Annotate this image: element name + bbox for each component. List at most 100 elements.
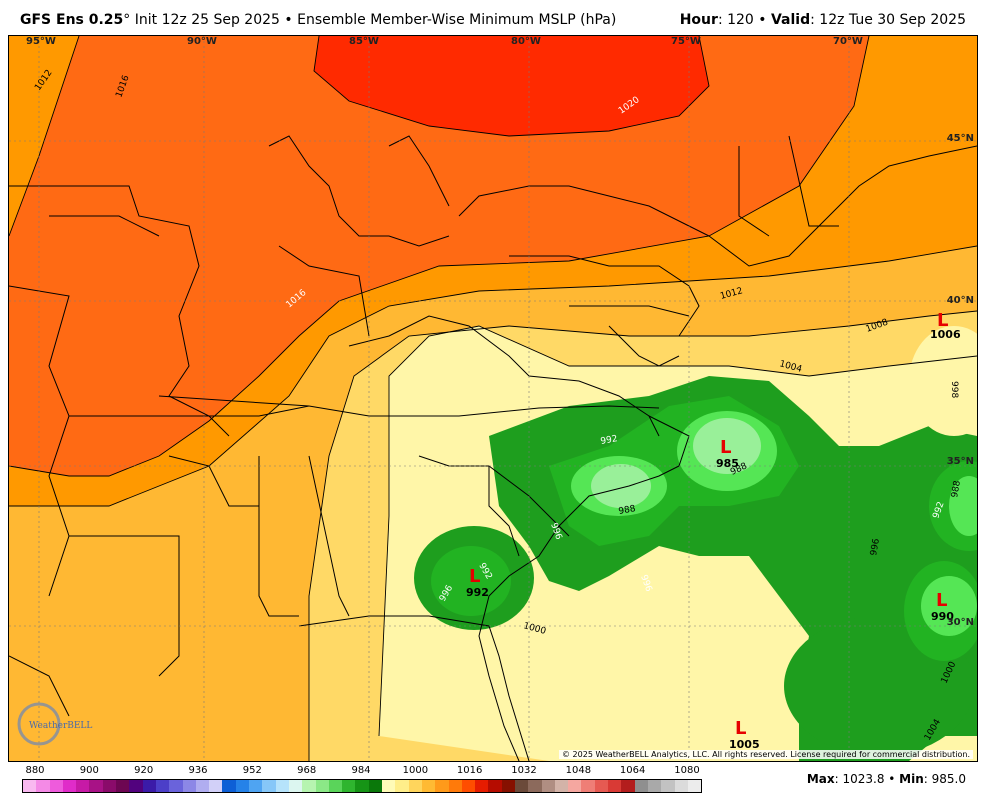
colorbar-swatch [488, 780, 502, 792]
init-time: Init 12z 25 Sep 2025 [130, 12, 280, 28]
low-symbol: L [469, 566, 480, 587]
colorbar-swatch [169, 780, 183, 792]
colorbar-swatch [674, 780, 688, 792]
valid-value: : 12z Tue 30 Sep 2025 [810, 12, 966, 28]
colorbar-swatch [102, 780, 117, 792]
lon-label: 85°W [349, 36, 379, 47]
colorbar-label: 900 [79, 765, 99, 776]
lat-label: 40°N [946, 295, 974, 306]
colorbar-swatch [687, 780, 702, 792]
colorbar-labels: 880 900 920 936 952 968 984 1000 1016 1032 1048 106… [22, 765, 702, 777]
colorbar-label: 920 [134, 765, 154, 776]
pressure-map[interactable]: 1012 1016 1020 1016 1012 1008 1004 1000 … [8, 35, 978, 762]
contour-label: 996 [869, 538, 882, 557]
max-value: : 1023.8 • [834, 772, 900, 786]
map-canvas: 1012 1016 1020 1016 1012 1008 1004 1000 … [9, 36, 977, 761]
logo-text: WeatherBELL [29, 721, 92, 731]
contour-label: 988 [950, 480, 963, 499]
colorbar-swatch [647, 780, 662, 792]
colorbar-swatch [554, 780, 569, 792]
colorbar-label: 1032 [511, 765, 537, 776]
colorbar-label: 984 [351, 765, 371, 776]
colorbar-label: 952 [242, 765, 262, 776]
max-min-stats: Max: 1023.8 • Min: 985.0 [807, 772, 966, 786]
min-value: : 985.0 [923, 772, 966, 786]
colorbar-swatch [23, 780, 37, 792]
colorbar-swatch [342, 780, 356, 792]
colorbar-swatch [568, 780, 582, 792]
colorbar-swatch [661, 780, 675, 792]
colorbar-swatch [408, 780, 422, 792]
colorbar-label: 1000 [402, 765, 429, 776]
low-value: 990 [931, 610, 954, 623]
field-1004-east [909, 326, 977, 436]
contour-label: 992 [600, 434, 619, 447]
colorbar-swatch [182, 780, 196, 792]
colorbar-swatch [328, 780, 343, 792]
lon-label: 75°W [671, 36, 701, 47]
low-symbol: L [720, 437, 731, 458]
colorbar-swatch [288, 780, 303, 792]
low-symbol: L [936, 590, 947, 611]
colorbar-swatch [395, 780, 409, 792]
low-symbol: L [937, 310, 948, 331]
colorbar-swatch [421, 780, 436, 792]
lon-label: 80°W [511, 36, 541, 47]
colorbar-swatch [129, 780, 143, 792]
colorbar-swatch [634, 780, 648, 792]
colorbar-swatch [594, 780, 609, 792]
colorbar [22, 779, 702, 793]
colorbar-swatch [76, 780, 90, 792]
colorbar-swatch [475, 780, 489, 792]
valid-time: Hour: 120 • Valid: 12z Tue 30 Sep 2025 [680, 12, 966, 28]
colorbar-swatch [514, 780, 529, 792]
lat-label: 35°N [946, 456, 974, 467]
colorbar-swatch [49, 780, 63, 792]
degree-mark: ° [123, 12, 131, 28]
colorbar-swatch [608, 780, 622, 792]
colorbar-swatch [581, 780, 595, 792]
weatherbell-logo: WeatherBELL [17, 702, 92, 746]
map-title: GFS Ens 0.25° Init 12z 25 Sep 2025 • Ens… [20, 12, 616, 28]
product-name: Ensemble Member-Wise Minimum MSLP (hPa) [297, 12, 617, 28]
low-value: 1005 [729, 738, 760, 751]
low-value: 1006 [930, 328, 961, 341]
colorbar-swatch [222, 780, 236, 792]
field-984 [591, 418, 761, 508]
colorbar-swatch [249, 780, 263, 792]
field-1016 [9, 36, 869, 476]
colorbar-swatch [541, 780, 555, 792]
colorbar-swatch [275, 780, 289, 792]
low-markers: L 1006 L 985 L 992 L 990 L 1005 [466, 310, 961, 751]
colorbar-label: 1016 [456, 765, 483, 776]
lat-label: 45°N [946, 133, 974, 144]
colorbar-swatch [262, 780, 276, 792]
colorbar-swatch [448, 780, 462, 792]
field-1020 [314, 36, 709, 136]
colorbar-swatch [368, 780, 383, 792]
colorbar-swatch [302, 780, 316, 792]
low-value: 985 [716, 457, 739, 470]
lon-label: 95°W [26, 36, 56, 47]
colorbar-label: 1080 [674, 765, 700, 776]
colorbar-label: 936 [188, 765, 208, 776]
colorbar-label: 1048 [565, 765, 592, 776]
hour-value: : 120 • [717, 12, 771, 28]
colorbar-swatch [461, 780, 476, 792]
colorbar-label: 1064 [619, 765, 646, 776]
colorbar-label: 968 [297, 765, 317, 776]
contour-label: 988 [618, 504, 637, 517]
colorbar-label: 880 [25, 765, 45, 776]
model-name: GFS Ens 0.25 [20, 12, 124, 28]
graticule [9, 36, 977, 761]
colorbar-swatch [528, 780, 542, 792]
hour-label: Hour [679, 12, 718, 28]
max-label: Max [806, 772, 835, 786]
colorbar-swatch [382, 780, 396, 792]
colorbar-swatch [501, 780, 515, 792]
colorbar-swatch [315, 780, 329, 792]
colorbar-swatch [89, 780, 103, 792]
colorbar-swatch [155, 780, 170, 792]
colorbar-swatch [62, 780, 77, 792]
title-separator: • [279, 12, 298, 28]
